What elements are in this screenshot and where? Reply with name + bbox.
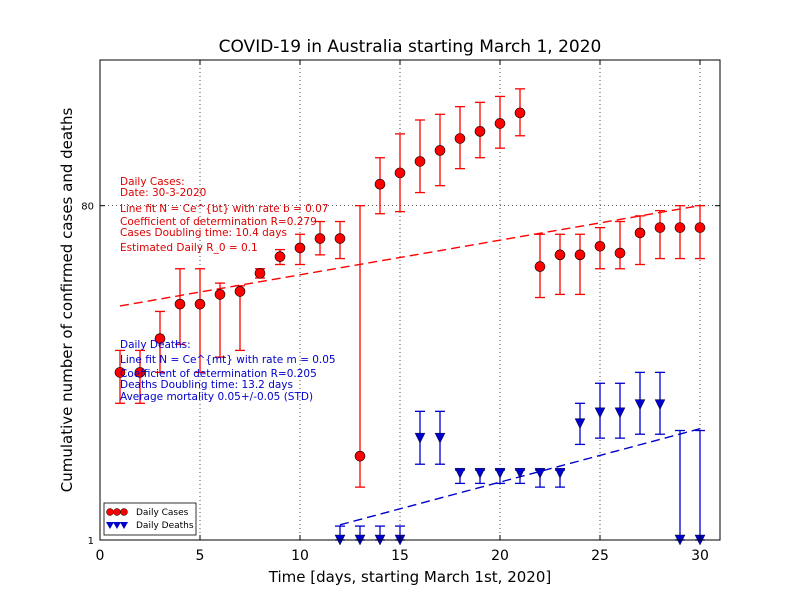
cases-point — [554, 249, 566, 261]
legend-cases-marker — [106, 508, 128, 516]
cases-point — [254, 267, 266, 279]
deaths-point — [554, 468, 566, 479]
x-tick-label: 25 — [591, 548, 609, 564]
cases-point — [514, 107, 526, 119]
legend: Daily Cases Daily Deaths — [103, 502, 197, 536]
cases-point — [154, 333, 166, 344]
cases-point — [174, 298, 186, 310]
x-tick-label: 10 — [291, 548, 309, 564]
cases-point — [634, 227, 646, 239]
cases-point — [594, 240, 606, 252]
cases-point — [314, 233, 326, 244]
cases-annotation: Daily Cases: Date: 30-3-2020 Line fit N … — [120, 176, 328, 254]
deaths-point — [434, 432, 446, 444]
deaths-point — [494, 468, 506, 479]
cases-point — [414, 156, 426, 167]
cases-point — [474, 126, 486, 137]
data-markers — [114, 107, 706, 546]
cases-annotation-line: Line fit N = Ce^{bt} with rate b = 0.07 — [120, 203, 328, 215]
deaths-point — [414, 432, 426, 444]
deaths-point — [594, 407, 606, 419]
deaths-point — [534, 468, 546, 479]
axis-ticks: 0 5 10 15 20 25 30 1 80 — [81, 60, 720, 564]
legend-deaths-label: Daily Deaths — [136, 521, 194, 531]
chart-title: COVID-19 in Australia starting March 1, … — [219, 37, 602, 57]
x-tick-label: 15 — [391, 548, 409, 564]
cases-point — [274, 251, 286, 262]
cases-annotation-line: Date: 30-3-2020 — [120, 187, 206, 199]
deaths-point — [634, 399, 646, 411]
cases-point — [394, 167, 406, 179]
legend-cases-label: Daily Cases — [136, 508, 189, 518]
y-tick-label: 1 — [88, 536, 94, 547]
deaths-annotation-line: Daily Deaths: — [120, 339, 191, 351]
grid-lines — [100, 60, 720, 540]
cases-point — [354, 450, 366, 462]
legend-deaths-marker — [106, 522, 128, 529]
y-tick-label: 80 — [81, 202, 94, 213]
x-tick-label: 0 — [96, 548, 105, 564]
cases-point — [334, 233, 346, 244]
deaths-point — [614, 407, 626, 419]
x-tick-label: 30 — [691, 548, 709, 564]
y-axis-label: Cumulative number of confirmed cases and… — [58, 108, 76, 493]
cases-fit-line — [119, 204, 701, 307]
x-tick-label: 5 — [196, 548, 205, 564]
cases-point — [214, 289, 226, 300]
cases-point — [294, 242, 306, 254]
deaths-point — [574, 418, 586, 430]
cases-annotation-line: Daily Cases: — [120, 176, 185, 188]
cases-point — [694, 222, 706, 233]
plot-frame — [99, 59, 721, 541]
cases-point — [234, 286, 246, 297]
cases-point — [494, 118, 506, 129]
cases-point — [114, 367, 126, 378]
cases-point — [194, 298, 206, 310]
cases-point — [534, 261, 546, 272]
cases-point — [614, 247, 626, 259]
deaths-annotation-line: Line fit N = Ce^{mt} with rate m = 0.05 — [120, 354, 336, 366]
deaths-point — [474, 468, 486, 479]
x-axis-label: Time [days, starting March 1st, 2020] — [268, 568, 551, 586]
deaths-annotation: Daily Deaths: Line fit N = Ce^{mt} with … — [120, 339, 336, 403]
cases-point — [454, 133, 466, 144]
deaths-point — [454, 468, 466, 479]
cases-point — [674, 222, 686, 233]
cases-point — [574, 249, 586, 261]
deaths-point — [654, 399, 666, 411]
error-bars — [115, 88, 705, 541]
cases-annotation-line: Coefficient of determination R=0.279 — [120, 216, 317, 228]
deaths-annotation-line: Coefficient of determination R=0.205 — [120, 368, 317, 380]
deaths-annotation-line: Deaths Doubling time: 13.2 days — [120, 379, 293, 391]
cases-point — [654, 222, 666, 233]
cases-point — [374, 178, 386, 190]
legend-box — [103, 502, 197, 536]
cases-annotation-line: Cases Doubling time: 10.4 days — [120, 227, 287, 239]
deaths-annotation-line: Average mortality 0.05+/-0.05 (STD) — [120, 391, 313, 403]
deaths-point — [514, 468, 526, 479]
cases-annotation-line: Estimated Daily R_0 = 0.1 — [120, 242, 258, 254]
cases-point — [434, 145, 446, 156]
x-tick-label: 20 — [491, 548, 509, 564]
cases-point — [134, 367, 146, 378]
